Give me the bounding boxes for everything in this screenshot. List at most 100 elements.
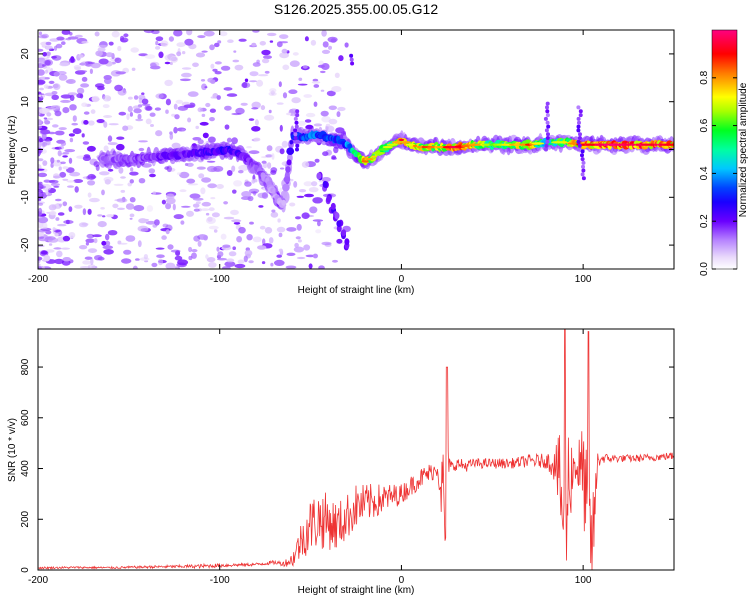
noise-blob <box>240 102 248 106</box>
noise-blob <box>53 175 61 179</box>
noise-blob <box>39 87 44 91</box>
noise-blob <box>140 228 149 232</box>
noise-blob <box>328 118 338 125</box>
noise-blob <box>181 67 192 70</box>
noise-blob <box>344 42 349 48</box>
noise-blob <box>89 197 100 203</box>
noise-blob <box>38 202 44 206</box>
noise-blob <box>50 157 55 164</box>
spike-cell <box>349 57 354 62</box>
noise-blob <box>157 258 164 266</box>
noise-blob <box>207 216 213 222</box>
spike-cell <box>581 176 586 181</box>
noise-blob <box>296 195 305 198</box>
noise-blob <box>54 110 62 117</box>
noise-blob <box>328 105 337 111</box>
noise-blob <box>261 160 267 164</box>
spike-cell <box>576 105 581 110</box>
ridge-cell <box>286 147 295 155</box>
noise-blob <box>312 253 318 259</box>
noise-blob <box>180 220 185 225</box>
noise-blob <box>90 175 97 179</box>
noise-blob <box>304 36 309 42</box>
x-tick-label: 0 <box>399 575 405 586</box>
noise-blob <box>294 242 299 248</box>
noise-blob <box>93 161 100 168</box>
noise-blob <box>49 179 59 184</box>
noise-blob <box>129 171 139 176</box>
noise-blob <box>297 239 302 243</box>
noise-blob <box>309 206 318 214</box>
noise-blob <box>193 197 204 201</box>
noise-blob <box>38 263 41 267</box>
noise-blob <box>99 171 110 176</box>
noise-blob <box>38 168 45 171</box>
noise-blob <box>312 197 323 204</box>
noise-blob <box>230 209 239 216</box>
noise-blob <box>252 30 260 33</box>
spike-cell <box>580 157 585 162</box>
noise-blob <box>38 48 44 52</box>
noise-blob <box>216 95 221 100</box>
noise-blob <box>42 142 47 147</box>
spike-cell <box>545 120 550 125</box>
noise-blob <box>209 108 216 113</box>
noise-blob <box>321 49 331 55</box>
noise-blob <box>38 76 48 81</box>
noise-blob <box>116 143 125 151</box>
noise-blob <box>200 187 206 195</box>
noise-blob <box>267 162 272 169</box>
noise-blob <box>183 104 195 108</box>
noise-blob <box>311 181 318 187</box>
noise-blob <box>120 37 129 43</box>
spike-cell <box>546 132 550 137</box>
noise-blob <box>111 30 120 38</box>
noise-blob <box>278 248 283 252</box>
ridge-peak <box>386 143 398 146</box>
noise-blob <box>238 164 250 171</box>
noise-blob <box>191 252 197 259</box>
noise-blob <box>81 102 88 108</box>
noise-blob <box>312 78 319 82</box>
noise-blob <box>127 182 132 187</box>
noise-blob <box>304 119 312 123</box>
noise-blob <box>308 187 319 193</box>
noise-blob <box>246 234 253 241</box>
noise-blob <box>248 150 260 155</box>
y-tick-label: 0 <box>20 146 31 152</box>
noise-blob <box>103 145 109 152</box>
noise-blob <box>270 262 274 267</box>
noise-blob <box>50 183 61 187</box>
noise-blob <box>107 230 118 236</box>
colorbar-tick-label: 0.6 <box>699 118 710 132</box>
noise-blob <box>72 128 82 135</box>
noise-blob <box>331 156 337 160</box>
noise-blob <box>169 133 174 140</box>
noise-blob <box>223 201 229 205</box>
noise-blob <box>38 125 43 129</box>
ridge-peak <box>631 143 636 146</box>
noise-blob <box>114 57 122 64</box>
noise-blob <box>276 41 283 48</box>
noise-blob <box>60 247 71 250</box>
noise-blob <box>56 250 63 258</box>
noise-blob <box>196 166 206 170</box>
noise-blob <box>165 98 171 106</box>
noise-blob <box>241 196 251 201</box>
noise-blob <box>143 30 155 34</box>
noise-blob <box>313 84 320 88</box>
noise-blob <box>133 108 142 114</box>
noise-blob <box>218 31 228 37</box>
noise-blob <box>101 189 105 196</box>
noise-blob <box>116 136 125 140</box>
noise-blob <box>60 161 66 165</box>
snr-x-axis: -200 -100 0 100 <box>28 329 592 586</box>
noise-blob <box>207 183 217 189</box>
spike-cell <box>581 164 585 169</box>
noise-blob <box>243 255 248 263</box>
noise-blob <box>168 36 174 42</box>
noise-blob <box>89 68 93 75</box>
noise-blob <box>217 40 222 44</box>
noise-blob <box>84 256 93 260</box>
